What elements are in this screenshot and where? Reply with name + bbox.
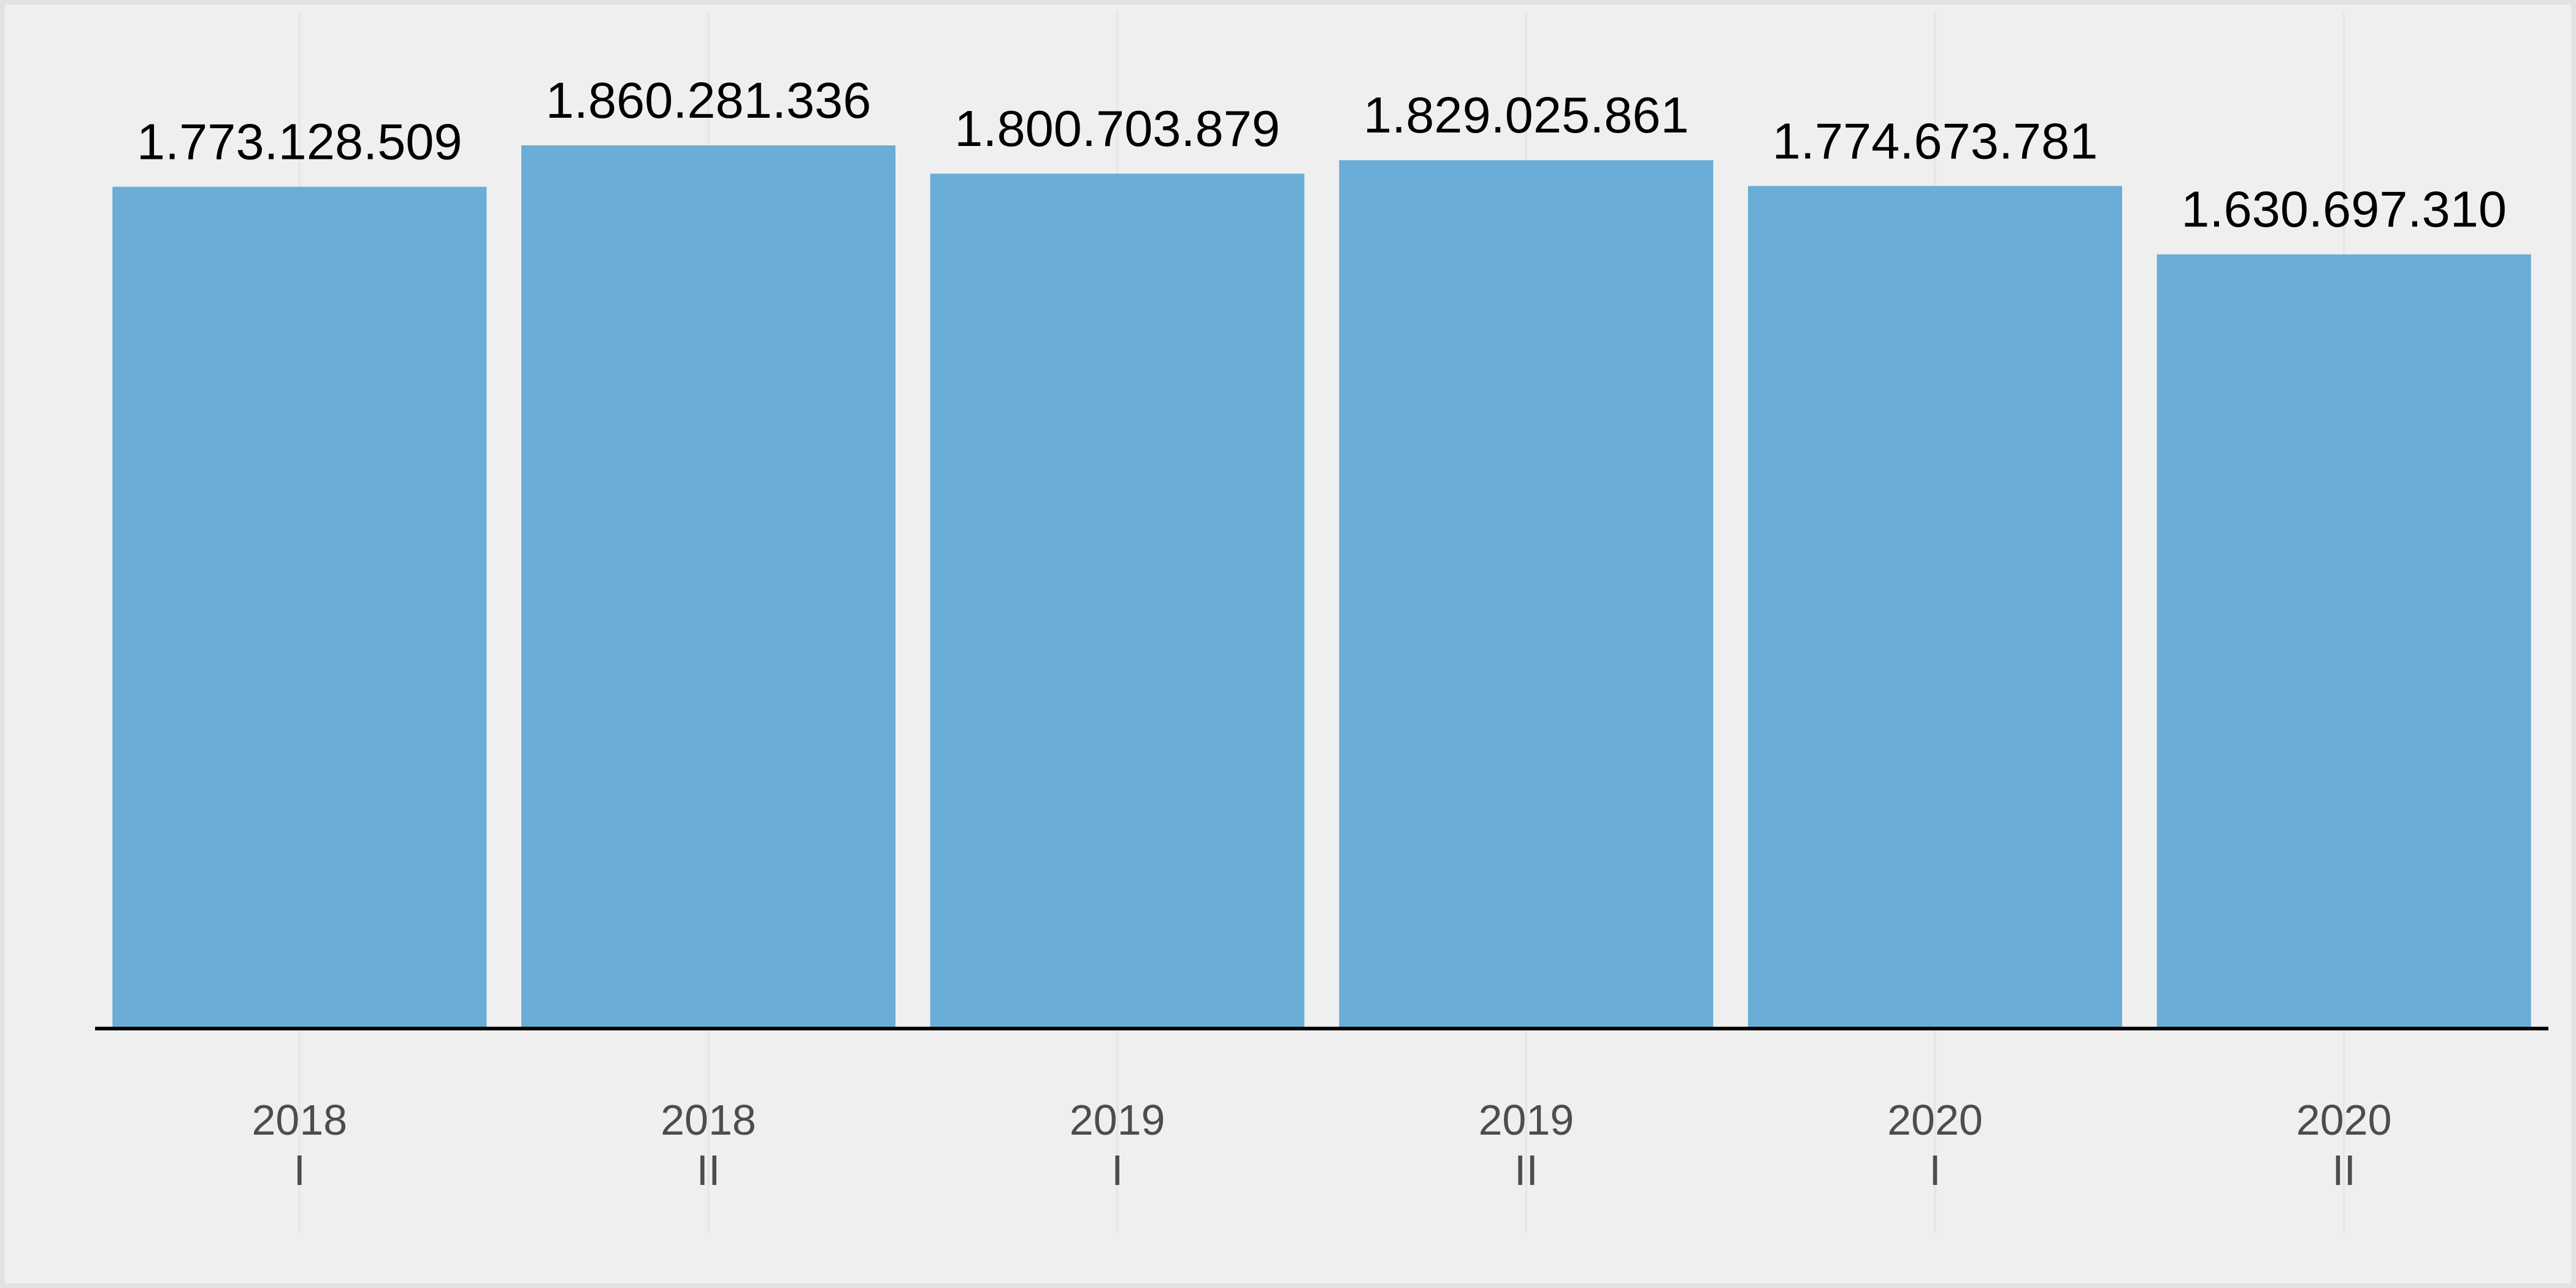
- x-tick-label: I: [1929, 1146, 1941, 1194]
- bar: [930, 174, 1305, 1029]
- x-tick-label: 2020: [2296, 1096, 2392, 1144]
- x-tick-label: I: [294, 1146, 305, 1194]
- bar: [112, 186, 487, 1029]
- value-label: 1.773.128.509: [137, 113, 462, 170]
- x-tick-label: 2019: [1070, 1096, 1165, 1144]
- x-tick-label: II: [1514, 1146, 1538, 1194]
- bar: [2156, 254, 2531, 1029]
- bar: [521, 145, 895, 1029]
- x-tick-label: 2018: [661, 1096, 756, 1144]
- value-label: 1.774.673.781: [1773, 112, 2098, 169]
- x-tick-label: 2020: [1887, 1096, 1983, 1144]
- bar: [1748, 186, 2122, 1029]
- x-tick-label: I: [1111, 1146, 1123, 1194]
- value-label: 1.630.697.310: [2181, 181, 2507, 238]
- bars: [112, 145, 2531, 1029]
- value-label: 1.800.703.879: [954, 100, 1280, 157]
- bar: [1339, 160, 1714, 1029]
- x-tick-label: II: [2332, 1146, 2356, 1194]
- value-label: 1.829.025.861: [1363, 86, 1689, 144]
- x-tick-label: 2018: [251, 1096, 347, 1144]
- value-label: 1.860.281.336: [546, 72, 872, 129]
- data-labels: 1.773.128.509 1.860.281.336 1.800.703.879 1…: [137, 72, 2507, 238]
- x-tick-label: II: [697, 1146, 721, 1194]
- x-tick-label: 2019: [1478, 1096, 1574, 1144]
